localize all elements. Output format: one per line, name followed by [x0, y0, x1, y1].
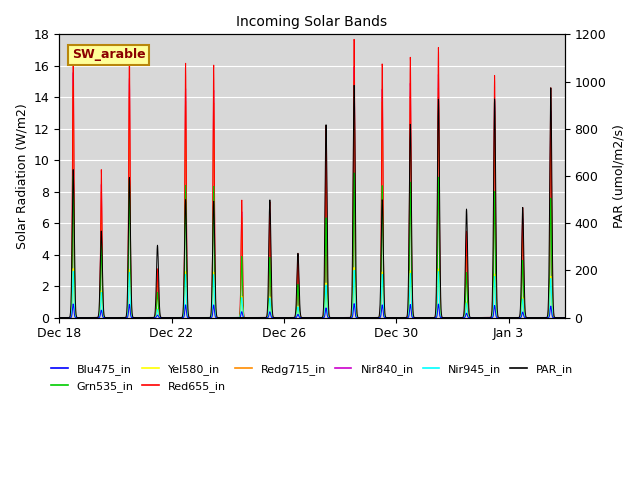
Nir945_in — [350, 267, 358, 273]
Redg715_in — [350, 78, 358, 84]
Grn535_in — [496, 315, 504, 321]
Red655_in — [140, 315, 147, 321]
Redg715_in — [561, 315, 569, 321]
Legend: Blu475_in, Grn535_in, Yel580_in, Red655_in, Redg715_in, Nir840_in, Nir945_in, PA: Blu475_in, Grn535_in, Yel580_in, Red655_… — [47, 360, 577, 396]
Line: Redg715_in: Redg715_in — [59, 81, 565, 318]
Red655_in — [104, 315, 112, 321]
Blu475_in — [350, 301, 358, 307]
Nir840_in — [239, 280, 246, 286]
Yel580_in — [328, 315, 335, 321]
Redg715_in — [328, 315, 335, 321]
Nir945_in — [239, 308, 246, 314]
Title: Incoming Solar Bands: Incoming Solar Bands — [236, 15, 388, 29]
Nir945_in — [496, 315, 504, 321]
Yel580_in — [140, 315, 147, 321]
Grn535_in — [328, 315, 335, 321]
Red655_in — [55, 315, 63, 321]
Yel580_in — [496, 315, 504, 321]
Y-axis label: PAR (umol/m2/s): PAR (umol/m2/s) — [612, 124, 625, 228]
Redg715_in — [239, 282, 246, 288]
Yel580_in — [350, 264, 358, 270]
PAR_in — [55, 315, 63, 321]
Yel580_in — [104, 315, 112, 321]
Nir840_in — [140, 315, 147, 321]
Grn535_in — [140, 315, 147, 321]
Blu475_in — [496, 315, 504, 321]
Line: PAR_in: PAR_in — [59, 85, 565, 318]
Red655_in — [496, 315, 504, 321]
PAR_in — [350, 83, 358, 88]
Nir840_in — [561, 315, 569, 321]
Line: Red655_in: Red655_in — [59, 39, 565, 318]
PAR_in — [224, 315, 232, 321]
Y-axis label: Solar Radiation (W/m2): Solar Radiation (W/m2) — [15, 103, 28, 249]
Nir840_in — [104, 315, 112, 321]
PAR_in — [561, 315, 569, 321]
Blu475_in — [328, 315, 335, 321]
Red655_in — [561, 315, 569, 321]
Grn535_in — [350, 170, 358, 176]
Red655_in — [135, 315, 143, 321]
Grn535_in — [168, 315, 175, 321]
Blu475_in — [140, 315, 147, 321]
Redg715_in — [168, 315, 175, 321]
Blu475_in — [135, 315, 143, 321]
Grn535_in — [55, 315, 63, 321]
Yel580_in — [168, 315, 175, 321]
Nir840_in — [135, 315, 143, 321]
Nir945_in — [328, 315, 335, 321]
Yel580_in — [135, 315, 143, 321]
Nir840_in — [328, 315, 335, 321]
Grn535_in — [239, 294, 246, 300]
Nir840_in — [350, 64, 358, 70]
PAR_in — [135, 315, 143, 321]
Nir840_in — [55, 315, 63, 321]
Nir840_in — [496, 315, 504, 321]
Grn535_in — [104, 315, 112, 321]
PAR_in — [104, 315, 112, 321]
Nir945_in — [168, 315, 175, 321]
Blu475_in — [55, 315, 63, 321]
Redg715_in — [140, 315, 147, 321]
Yel580_in — [239, 308, 246, 313]
Line: Grn535_in: Grn535_in — [59, 173, 565, 318]
Nir945_in — [104, 315, 112, 321]
Nir945_in — [55, 315, 63, 321]
PAR_in — [328, 315, 335, 321]
Blu475_in — [104, 315, 112, 321]
Red655_in — [239, 276, 246, 281]
Line: Blu475_in: Blu475_in — [59, 304, 565, 318]
Nir945_in — [561, 315, 569, 321]
Blu475_in — [561, 315, 569, 321]
Nir945_in — [140, 315, 147, 321]
PAR_in — [496, 315, 504, 321]
Grn535_in — [561, 315, 569, 321]
Text: SW_arable: SW_arable — [72, 48, 145, 61]
Redg715_in — [55, 315, 63, 321]
Line: Nir840_in: Nir840_in — [59, 67, 565, 318]
PAR_in — [239, 315, 246, 321]
Line: Yel580_in: Yel580_in — [59, 267, 565, 318]
Blu475_in — [239, 312, 246, 318]
PAR_in — [167, 315, 175, 321]
Red655_in — [350, 36, 358, 42]
Redg715_in — [104, 315, 112, 321]
Nir840_in — [168, 315, 175, 321]
Red655_in — [328, 315, 335, 321]
Redg715_in — [135, 315, 143, 321]
Nir945_in — [135, 315, 143, 321]
Blu475_in — [168, 315, 175, 321]
Grn535_in — [135, 315, 143, 321]
Yel580_in — [561, 315, 569, 321]
Line: Nir945_in: Nir945_in — [59, 270, 565, 318]
Redg715_in — [496, 315, 504, 321]
Red655_in — [168, 315, 175, 321]
Yel580_in — [55, 315, 63, 321]
